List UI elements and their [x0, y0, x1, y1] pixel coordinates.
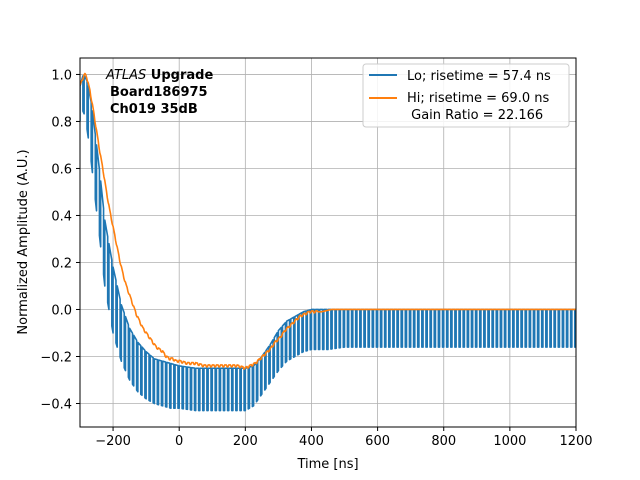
series-line-hi — [80, 72, 576, 370]
y-tick-label: 0.0 — [51, 303, 72, 318]
x-tick-label: 600 — [365, 434, 390, 449]
svg-text:ATLAS Upgrade: ATLAS Upgrade — [105, 68, 213, 83]
y-axis-label: Normalized Amplitude (A.U.) — [16, 149, 31, 334]
y-tick-label: −0.4 — [40, 397, 72, 412]
y-tick-label: −0.2 — [40, 350, 72, 365]
plot-frame — [79, 57, 577, 428]
y-tick-label: 0.4 — [51, 209, 72, 224]
annotation-atlas: ATLAS — [105, 68, 146, 83]
x-tick-label: 0 — [175, 434, 183, 449]
x-tick-label: 1000 — [493, 434, 526, 449]
x-tick-label: 800 — [431, 434, 456, 449]
x-tick-label: 400 — [299, 434, 324, 449]
legend-label-lo: Lo; risetime = 57.4 ns — [407, 69, 551, 84]
y-tick-label: 0.8 — [51, 115, 72, 130]
y-tick-label: 1.0 — [51, 68, 72, 83]
annotation: ATLAS Upgrade Board186975 Ch019 35dB — [105, 68, 213, 117]
x-tick-label: −200 — [95, 434, 131, 449]
legend: Lo; risetime = 57.4 ns Hi; risetime = 69… — [362, 63, 570, 128]
y-tick-label: 0.2 — [51, 256, 72, 271]
x-tick-label: 1200 — [559, 434, 592, 449]
series-layer — [80, 72, 576, 412]
legend-box — [362, 63, 570, 128]
annotation-channel: Ch019 35dB — [110, 102, 198, 117]
legend-label-gain: Gain Ratio = 22.166 — [407, 108, 543, 123]
annotation-upgrade: Upgrade — [146, 68, 213, 83]
x-tick-label: 200 — [233, 434, 258, 449]
annotation-board: Board186975 — [110, 85, 208, 100]
legend-label-hi: Hi; risetime = 69.0 ns — [407, 91, 549, 106]
y-tick-label: 0.6 — [51, 162, 72, 177]
ticks: −200 0 200 400 600 800 1000 1200 −0.4 −0.2 0.0 0.2 0… — [40, 68, 592, 449]
x-axis-label: Time [ns] — [296, 457, 358, 472]
